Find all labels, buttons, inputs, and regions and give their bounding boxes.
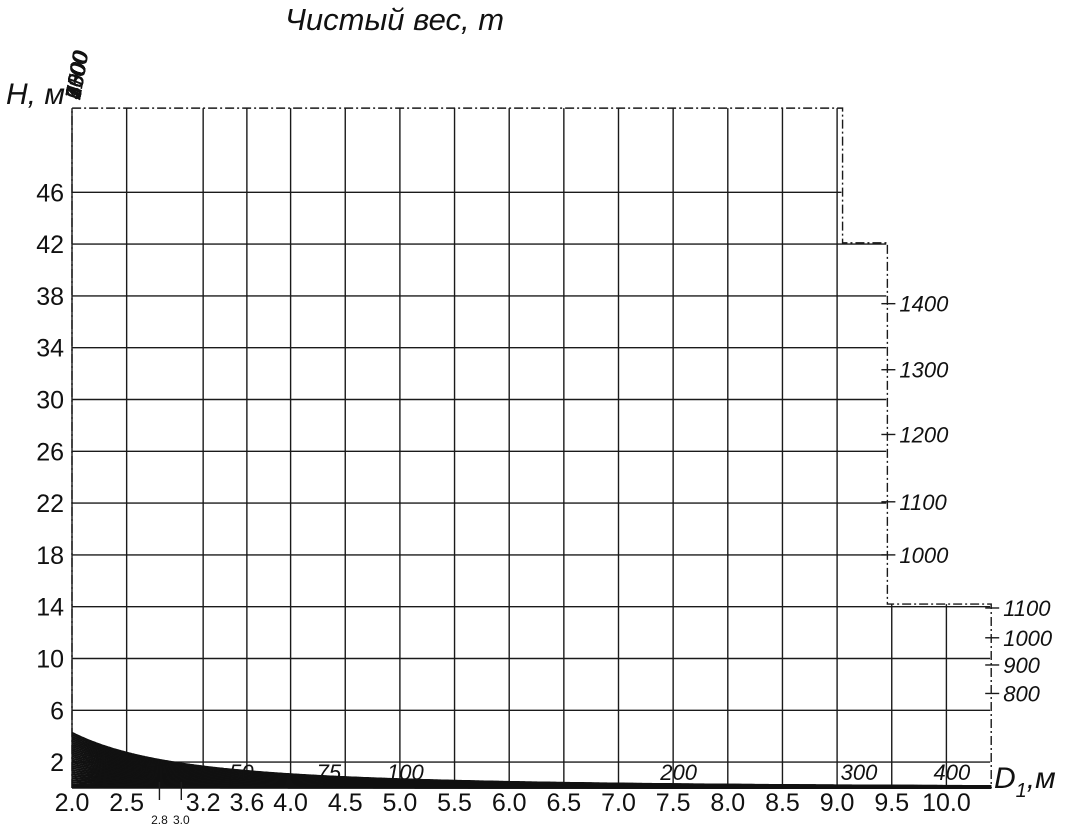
- x-axis-title-unit: ,м: [1027, 762, 1056, 795]
- curve-weight-1400: [71, 731, 992, 787]
- right-upper-label-1300: 1300: [899, 358, 949, 383]
- y-tick-label-5: 26: [36, 438, 64, 466]
- y-tick-label-8: 14: [36, 594, 64, 622]
- top-label-1300: 1300: [60, 48, 93, 101]
- x-axis-title-main: D: [994, 762, 1016, 795]
- x-minor-tick-label-0: 2.8: [151, 813, 168, 827]
- x-tick-label-5: 4.5: [328, 789, 363, 817]
- bottom-label-50: 50: [229, 760, 254, 785]
- x-tick-label-10: 7.0: [601, 789, 636, 817]
- x-tick-label-8: 6.0: [492, 789, 527, 817]
- y-tick-label-0: 46: [36, 179, 64, 207]
- right-lower-label-1100: 1100: [1003, 596, 1051, 621]
- right-upper-label-1400: 1400: [899, 292, 949, 317]
- right-upper-label-1100: 1100: [899, 490, 947, 515]
- x-tick-label-9: 6.5: [546, 789, 581, 817]
- x-tick-label-16: 10.0: [922, 789, 971, 817]
- x-tick-label-13: 8.5: [765, 789, 800, 817]
- y-tick-label-1: 42: [36, 231, 64, 259]
- bottom-label-400: 400: [934, 760, 971, 785]
- chart-title: Чистый вес, т: [285, 2, 504, 37]
- y-tick-label-6: 22: [36, 490, 64, 518]
- x-minor-tick-label-1: 3.0: [173, 813, 190, 827]
- y-tick-label-2: 38: [36, 283, 64, 311]
- y-tick-label-9: 10: [36, 646, 64, 674]
- chart-frame: [71, 107, 992, 789]
- x-tick-label-4: 4.0: [273, 789, 308, 817]
- x-axis-title: D1,м: [994, 762, 1056, 802]
- y-tick-label-10: 6: [50, 697, 64, 725]
- x-tick-label-1: 2.5: [109, 789, 144, 817]
- bottom-label-25: 25: [130, 760, 156, 785]
- y-tick-label-11: 2: [50, 749, 64, 777]
- y-tick-label-7: 18: [36, 542, 64, 570]
- y-axis-title: H, м: [6, 78, 65, 111]
- x-axis-title-subscript: 1: [1016, 780, 1027, 802]
- y-tick-label-3: 34: [36, 335, 64, 363]
- grid-lines: [71, 108, 991, 788]
- x-tick-label-15: 9.5: [874, 789, 909, 817]
- x-tick-label-11: 7.5: [656, 789, 691, 817]
- right-upper-label-1200: 1200: [899, 422, 949, 447]
- x-tick-label-14: 9.0: [820, 789, 855, 817]
- right-lower-label-800: 800: [1003, 681, 1040, 706]
- y-tick-label-4: 30: [36, 387, 64, 415]
- x-tick-label-7: 5.5: [437, 789, 472, 817]
- top-label-75: 75: [60, 72, 89, 101]
- weight-curves: [71, 731, 992, 789]
- x-tick-label-0: 2.0: [55, 789, 90, 817]
- bottom-label-100: 100: [387, 760, 424, 785]
- chart-frame-outline: [71, 107, 992, 788]
- x-tick-label-12: 8.0: [710, 789, 745, 817]
- x-tick-label-3: 3.6: [229, 789, 264, 817]
- bottom-label-200: 200: [659, 760, 697, 785]
- x-tick-label-2: 3.2: [186, 789, 221, 817]
- bottom-label-300: 300: [841, 760, 878, 785]
- chart-labels: Чистый вес, т H, м D1,м 4642383430262218…: [6, 2, 1056, 827]
- bottom-label-75: 75: [317, 760, 342, 785]
- x-tick-label-6: 5.0: [383, 789, 418, 817]
- right-lower-label-900: 900: [1003, 653, 1040, 678]
- right-upper-label-1000: 1000: [899, 543, 949, 568]
- right-lower-label-1000: 1000: [1003, 626, 1053, 651]
